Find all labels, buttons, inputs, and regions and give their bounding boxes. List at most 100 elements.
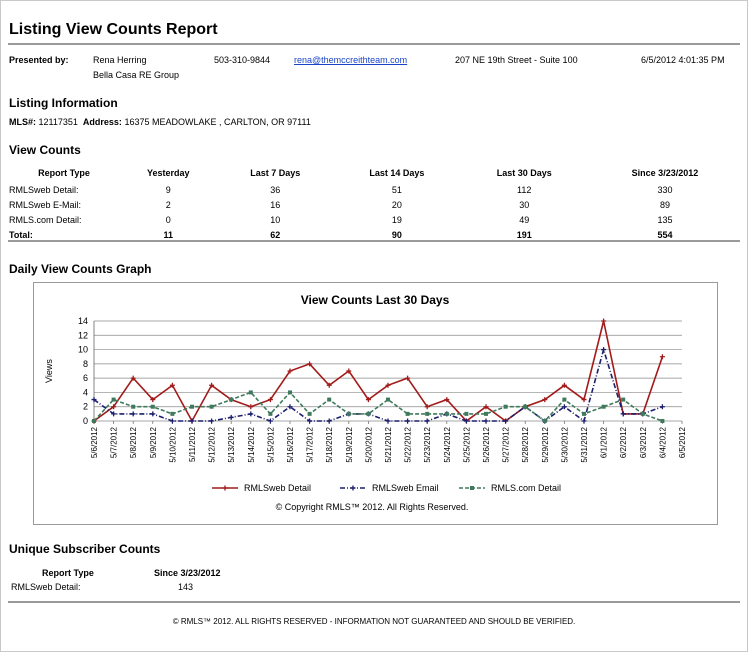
x-tick-label: 5/20/2012 — [364, 426, 373, 462]
cell-value: 11 — [163, 229, 173, 240]
data-point — [346, 368, 352, 374]
footer-text: © RMLS™ 2012. ALL RIGHTS RESERVED - INFO… — [172, 617, 576, 626]
x-tick-label: 5/7/2012 — [110, 426, 119, 458]
x-tick-label: 5/22/2012 — [404, 426, 413, 462]
data-point — [248, 411, 254, 417]
data-point — [444, 397, 450, 403]
presenter-phone: 503-310-9844 — [214, 55, 271, 65]
data-point — [659, 354, 665, 360]
data-point — [601, 404, 606, 409]
data-point — [150, 404, 155, 409]
row-label: RMLS.com Detail: — [9, 214, 82, 225]
x-tick-label: 5/26/2012 — [482, 426, 491, 462]
x-tick-label: 6/4/2012 — [658, 426, 667, 458]
data-point — [169, 382, 175, 388]
data-point — [327, 397, 332, 402]
data-point — [385, 418, 391, 424]
subscriber-col-report-type: Report Type — [42, 568, 94, 578]
data-point — [386, 397, 390, 402]
y-tick-label: 12 — [78, 330, 88, 340]
y-tick-label: 2 — [83, 402, 88, 412]
x-tick-label: 5/9/2012 — [149, 426, 158, 458]
data-point — [660, 419, 665, 423]
data-point — [92, 419, 96, 423]
y-tick-label: 14 — [78, 316, 88, 326]
y-tick-label: 4 — [83, 387, 88, 397]
view-counts-chart: View Counts Last 30 Days 0 2 4 6 8 10 12 14 Views… — [44, 293, 687, 512]
series-line-0 — [93, 320, 664, 423]
data-point — [444, 411, 449, 416]
report-title: Listing View Counts Report — [9, 21, 218, 38]
data-point — [463, 418, 469, 424]
data-point — [484, 411, 488, 416]
graph-heading: Daily View Counts Graph — [9, 262, 152, 276]
x-tick-label: 6/3/2012 — [639, 426, 648, 458]
data-point — [425, 411, 430, 416]
presenter-email-link[interactable]: rena@themccreithteam.com — [294, 55, 408, 65]
data-point — [209, 404, 214, 409]
data-point — [659, 404, 665, 410]
x-tick-label: 5/25/2012 — [462, 426, 471, 462]
presented-by-label: Presented by: — [9, 55, 69, 65]
col-last-7-days: Last 7 Days — [250, 168, 301, 178]
x-tick-label: 5/24/2012 — [443, 426, 452, 462]
data-point — [562, 397, 567, 402]
presenter-name: Rena Herring — [93, 55, 147, 65]
chart-copyright: © Copyright RMLS™ 2012. All Rights Reser… — [276, 502, 469, 512]
data-point — [464, 411, 469, 416]
data-point — [424, 404, 430, 410]
x-tick-label: 5/14/2012 — [247, 426, 256, 462]
data-point — [288, 390, 292, 395]
legend-label: RMLSweb Email — [372, 483, 439, 493]
presenter-company: Bella Casa RE Group — [93, 70, 180, 80]
cell-value: 89 — [659, 199, 670, 210]
cell-value: 62 — [270, 229, 281, 240]
data-point — [131, 404, 136, 409]
cell-value: 19 — [391, 214, 402, 225]
data-point — [228, 414, 234, 420]
data-point — [229, 397, 234, 402]
title-divider — [8, 43, 740, 45]
x-tick-label: 5/27/2012 — [502, 426, 511, 462]
series-line-1 — [93, 346, 663, 423]
table-header-row: Report Type Yesterday Last 7 Days Last 1… — [9, 165, 742, 182]
data-point — [248, 390, 253, 395]
data-point — [346, 411, 351, 416]
data-point — [248, 404, 254, 410]
subscriber-row-label: RMLSweb Detail: — [11, 582, 81, 592]
cell-value: 0 — [165, 214, 171, 225]
legend-label: RMLSweb Detail — [244, 483, 311, 493]
data-point — [307, 361, 313, 367]
x-tick-label: 5/8/2012 — [129, 426, 138, 458]
table-row: RMLSweb E-Mail: 2 16 20 30 89 — [9, 197, 742, 212]
data-point — [503, 418, 509, 424]
data-point — [150, 397, 156, 403]
row-label: RMLSweb Detail: — [9, 184, 79, 195]
cell-value: 36 — [270, 184, 281, 195]
data-point — [307, 418, 313, 424]
x-tick-label: 6/5/2012 — [678, 426, 687, 458]
data-point — [542, 419, 547, 423]
cell-value: 20 — [391, 199, 402, 210]
table-total-row: Total: 11 62 90 191 554 — [9, 227, 742, 242]
data-point — [267, 418, 273, 424]
subscriber-heading: Unique Subscriber Counts — [9, 542, 161, 556]
data-point — [582, 411, 586, 416]
cell-value: 30 — [519, 199, 530, 210]
data-point — [326, 418, 332, 424]
data-point — [483, 418, 489, 424]
mls-value: 12117351 — [38, 117, 78, 127]
x-tick-label: 5/19/2012 — [345, 426, 354, 462]
data-point — [523, 404, 528, 409]
data-point — [581, 397, 587, 403]
data-point — [91, 397, 97, 403]
legend-label: RMLS.com Detail — [491, 483, 561, 493]
data-point — [561, 404, 567, 410]
data-point — [581, 418, 587, 424]
legend-marker — [470, 486, 474, 490]
x-tick-label: 6/1/2012 — [600, 426, 609, 458]
data-point — [542, 397, 548, 403]
listing-info-line: MLS#: 12117351 Address: 16375 MEADOWLAKE… — [9, 117, 311, 127]
cell-value: 135 — [657, 214, 673, 225]
